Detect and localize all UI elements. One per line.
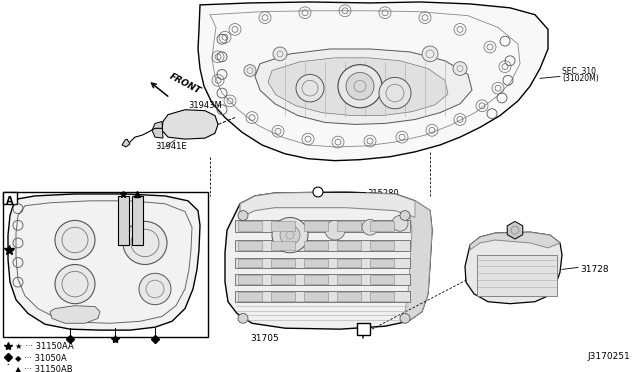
Bar [235, 274, 410, 285]
Circle shape [392, 215, 408, 231]
Text: J3170251: J3170251 [588, 352, 630, 360]
Circle shape [238, 314, 248, 323]
Polygon shape [405, 201, 432, 321]
Bar [304, 221, 328, 231]
Circle shape [55, 264, 95, 304]
Circle shape [325, 221, 345, 240]
Text: A: A [359, 327, 367, 337]
Circle shape [123, 221, 167, 264]
Circle shape [346, 73, 374, 100]
Bar [238, 241, 262, 250]
Bar [271, 259, 295, 267]
Bar [370, 221, 394, 231]
Circle shape [338, 65, 382, 108]
Bar [235, 258, 410, 269]
Bar [271, 292, 295, 301]
Polygon shape [198, 2, 548, 161]
Bar [3, 192, 17, 204]
Polygon shape [470, 232, 560, 250]
Circle shape [139, 273, 171, 305]
Bar [238, 221, 262, 231]
Circle shape [238, 211, 248, 221]
Polygon shape [268, 58, 448, 116]
Circle shape [55, 221, 95, 260]
Circle shape [508, 223, 522, 237]
Circle shape [453, 62, 467, 76]
Polygon shape [152, 122, 163, 138]
Text: 315280: 315280 [367, 189, 399, 199]
Bar [370, 292, 394, 301]
Bar [304, 275, 328, 284]
Bar [118, 196, 129, 245]
Circle shape [400, 211, 410, 221]
Circle shape [379, 77, 411, 109]
Circle shape [272, 218, 308, 253]
Bar [304, 241, 328, 250]
Polygon shape [255, 49, 472, 124]
Polygon shape [508, 221, 523, 239]
Polygon shape [240, 192, 430, 218]
Bar [370, 259, 394, 267]
Bar [3, 192, 208, 337]
Bar [238, 275, 262, 284]
Bar [304, 259, 328, 267]
Bar [238, 292, 262, 301]
Text: 31943M: 31943M [188, 101, 221, 110]
Circle shape [313, 187, 323, 197]
Bar [357, 323, 370, 335]
Circle shape [244, 65, 256, 76]
Polygon shape [8, 194, 200, 330]
Circle shape [280, 225, 300, 245]
Text: ▲ ··· 31150AB: ▲ ··· 31150AB [15, 364, 72, 372]
Circle shape [362, 219, 378, 235]
Bar [337, 221, 361, 231]
Bar [235, 240, 410, 251]
Text: FRONT: FRONT [168, 72, 202, 96]
Bar [235, 221, 410, 232]
Polygon shape [50, 306, 100, 323]
Text: 31705: 31705 [250, 334, 279, 343]
Bar [370, 241, 394, 250]
Polygon shape [162, 110, 218, 139]
Polygon shape [465, 232, 562, 304]
Bar [304, 292, 328, 301]
Text: 31728: 31728 [580, 265, 609, 274]
Text: 31941E: 31941E [155, 142, 187, 151]
Bar [132, 196, 143, 245]
Bar [337, 241, 361, 250]
Bar [477, 255, 557, 296]
Bar [271, 221, 295, 231]
Polygon shape [122, 139, 130, 147]
Bar [235, 291, 410, 302]
Bar [337, 292, 361, 301]
Circle shape [296, 74, 324, 102]
Bar [337, 275, 361, 284]
Circle shape [422, 46, 438, 62]
Text: ★ ··· 31150AA: ★ ··· 31150AA [15, 342, 74, 351]
Bar [271, 241, 295, 250]
Bar [370, 275, 394, 284]
Circle shape [400, 314, 410, 323]
Bar [238, 259, 262, 267]
Text: SEC. 310: SEC. 310 [562, 67, 596, 77]
Bar [337, 259, 361, 267]
Bar [271, 275, 295, 284]
Polygon shape [225, 192, 432, 329]
Text: A: A [6, 196, 13, 206]
Text: (31020M): (31020M) [562, 74, 599, 83]
Circle shape [273, 47, 287, 61]
Text: ◆ ··· 31050A: ◆ ··· 31050A [15, 353, 67, 362]
